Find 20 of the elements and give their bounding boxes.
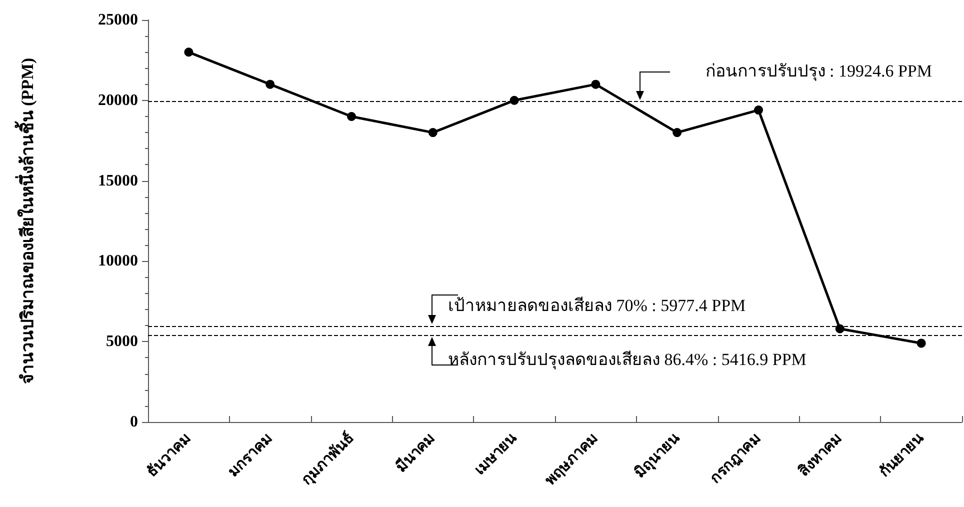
ref-line-label: เป้าหมายลดของเสียลง 70% : 5977.4 PPM xyxy=(448,296,746,315)
ref-line-label: ก่อนการปรับปรุง : 19924.6 PPM xyxy=(705,62,932,82)
point xyxy=(510,96,519,105)
point xyxy=(266,80,275,89)
point xyxy=(347,112,356,121)
point xyxy=(754,106,763,115)
y-tick-label: 0 xyxy=(130,414,138,430)
point xyxy=(916,338,926,348)
point xyxy=(672,128,682,138)
y-tick-label: 25000 xyxy=(98,12,138,28)
y-tick-label: 15000 xyxy=(98,172,138,190)
point xyxy=(428,128,438,138)
point xyxy=(835,324,844,334)
point xyxy=(184,48,194,57)
y-tick-label: 5000 xyxy=(106,333,138,350)
y-tick-label: 10000 xyxy=(98,252,138,270)
point xyxy=(591,80,600,89)
y-tick-label: 20000 xyxy=(98,92,138,109)
ref-line-label: หลังการปรับปรุงลดของเสียลง 86.4% : 5416.9 PPM xyxy=(448,350,806,370)
y-axis-title: จำนวนปริมาณของเสียในหนึ่งล้านชิ้น (PPM) xyxy=(14,58,37,384)
